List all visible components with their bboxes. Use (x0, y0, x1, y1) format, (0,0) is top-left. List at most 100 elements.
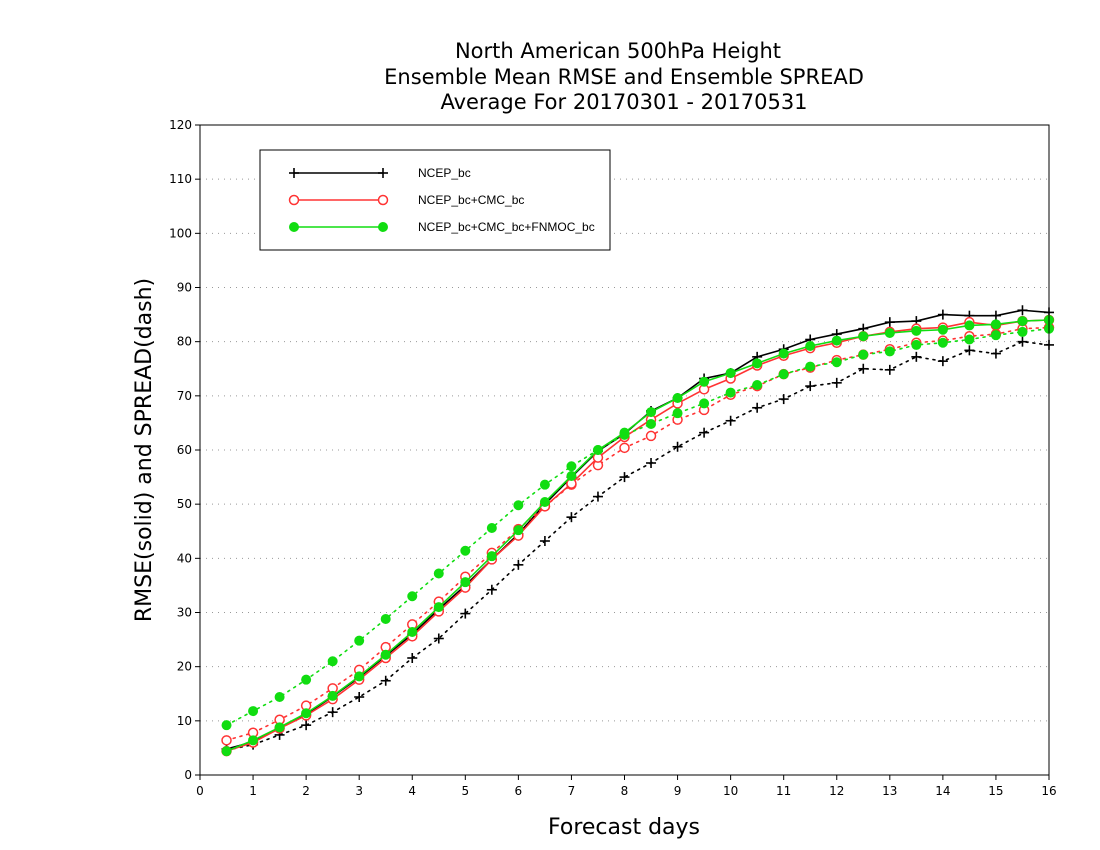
spread-point (831, 357, 842, 368)
spread-point (699, 398, 710, 409)
x-tick-label: 15 (988, 784, 1003, 798)
legend-label: NCEP_bc+CMC_bc+FNMOC_bc (418, 220, 595, 234)
rmse-point (460, 577, 471, 588)
rmse-point (407, 627, 418, 637)
x-tick-label: 9 (674, 784, 682, 798)
series-3 (221, 315, 1054, 757)
rmse-point (778, 348, 789, 359)
x-tick-label: 8 (621, 784, 629, 798)
spread-point (911, 339, 922, 350)
y-tick-label: 90 (177, 281, 192, 295)
spread-point (646, 458, 657, 468)
chart-title-line-2: Ensemble Mean RMSE and Ensemble SPREAD (384, 65, 864, 89)
legend-entry: NCEP_bc (289, 166, 471, 180)
legend-entry: NCEP_bc+CMC_bc+FNMOC_bc (289, 220, 595, 234)
x-tick-label: 0 (196, 784, 204, 798)
x-tick-label: 1 (249, 784, 257, 798)
spread-point (619, 442, 630, 454)
spread-line (225, 327, 1050, 726)
x-tick-label: 10 (723, 784, 738, 798)
y-tick-label: 110 (169, 172, 192, 186)
spread-line (225, 340, 1050, 751)
y-tick-label: 70 (177, 389, 192, 403)
rmse-point (831, 335, 842, 346)
legend-marker (378, 168, 388, 178)
spread-point (725, 415, 736, 426)
spread-point (327, 656, 338, 667)
x-tick-label: 3 (355, 784, 363, 798)
x-tick-label: 7 (568, 784, 576, 798)
rmse-point (858, 331, 869, 342)
spread-point (937, 356, 948, 367)
spread-point (990, 330, 1001, 341)
rmse-point (699, 376, 710, 387)
spread-point (380, 675, 391, 686)
rmse-point (592, 445, 603, 455)
spread-point (752, 402, 763, 413)
y-tick-label: 60 (177, 443, 192, 457)
rmse-point (1017, 316, 1028, 327)
spread-point (672, 441, 683, 452)
legend-marker (378, 222, 388, 232)
spread-point (725, 387, 736, 398)
y-tick-label: 100 (169, 226, 192, 240)
y-tick-label: 0 (184, 768, 192, 782)
rmse-point (619, 427, 630, 438)
spread-point (407, 653, 418, 663)
spread-point (752, 380, 763, 390)
spread-point (911, 351, 922, 362)
y-tick-label: 40 (177, 551, 192, 565)
rmse-point (646, 407, 657, 418)
spread-point (566, 512, 577, 523)
spread-point (301, 674, 312, 685)
spread-point (1017, 336, 1028, 347)
spread-point (699, 427, 710, 438)
spread-point (274, 692, 285, 702)
rmse-point (990, 319, 1001, 330)
spread-point (858, 349, 869, 360)
spread-point (301, 720, 312, 731)
rmse-point (1017, 305, 1028, 316)
spread-point (805, 361, 816, 372)
y-axis-label: RMSE(solid) and SPREAD(dash) (132, 278, 157, 622)
spread-point (990, 348, 1001, 359)
legend-marker (289, 168, 299, 178)
spread-point (407, 591, 418, 602)
spread-point (592, 491, 603, 502)
y-tick-label: 50 (177, 497, 192, 511)
rmse-point (301, 708, 312, 719)
rmse-point (433, 602, 444, 613)
spread-point (964, 334, 975, 345)
x-tick-label: 11 (776, 784, 791, 798)
x-tick-label: 6 (515, 784, 523, 798)
series-1 (221, 305, 1054, 756)
x-tick-label: 4 (408, 784, 416, 798)
rmse-point (274, 722, 285, 733)
series-layer (221, 305, 1055, 757)
spread-point (221, 735, 232, 746)
rmse-point (752, 358, 763, 369)
chart-title-line-1: North American 500hPa Height (455, 39, 781, 63)
rmse-point (566, 471, 577, 481)
legend-marker (377, 194, 389, 206)
x-tick-label: 5 (461, 784, 469, 798)
spread-point (513, 559, 524, 570)
rmse-point (805, 341, 816, 351)
legend-marker (289, 222, 299, 232)
series-2 (221, 314, 1055, 757)
x-tick-label: 13 (882, 784, 897, 798)
rmse-point (486, 551, 497, 562)
spread-point (433, 568, 444, 579)
rmse-point (539, 497, 550, 507)
spread-point (354, 692, 365, 702)
spread-line (225, 326, 1050, 742)
legend-label: NCEP_bc+CMC_bc (418, 193, 524, 207)
rmse-point (354, 671, 365, 682)
rmse-point (884, 317, 895, 328)
x-tick-label: 14 (935, 784, 950, 798)
spread-point (460, 608, 471, 619)
legend-label: NCEP_bc (418, 166, 471, 180)
spread-point (937, 337, 948, 348)
y-tick-label: 20 (177, 660, 192, 674)
legend: NCEP_bc NCEP_bc+CMC_bc NCEP_bc+CMC_bc+FNMO… (259, 149, 611, 251)
